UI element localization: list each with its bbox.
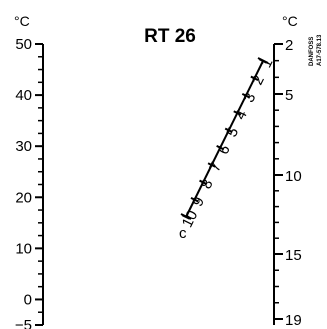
left-scale-tick-label: 40 bbox=[15, 87, 32, 104]
right-scale-tick-label: 2 bbox=[285, 37, 293, 54]
title: RT 26 bbox=[144, 26, 196, 47]
center-scale-axis bbox=[186, 61, 263, 217]
right-scale-tick-label: 15 bbox=[285, 247, 302, 264]
left-scale-tick-label: 20 bbox=[15, 189, 32, 206]
right-scale-tick-label: 19 bbox=[285, 312, 302, 329]
left-scale-tick-label: 30 bbox=[15, 138, 32, 155]
left-scale-tick-label: 50 bbox=[15, 36, 32, 53]
vendor-code: A17-578.13 bbox=[317, 34, 323, 66]
right-scale-major-ticks: 2 5 10 15 19 bbox=[274, 37, 302, 329]
left-scale-tick-label: −5 bbox=[15, 317, 32, 329]
left-scale-tick-label: 10 bbox=[15, 240, 32, 257]
right-scale: °C 2 5 10 15 19 bbox=[274, 13, 302, 329]
left-scale-unit: °C bbox=[14, 13, 30, 29]
left-scale-tick-label: 0 bbox=[24, 291, 32, 308]
right-scale-tick-label: 10 bbox=[285, 168, 302, 185]
right-scale-unit: °C bbox=[282, 13, 298, 29]
right-scale-tick-label: 5 bbox=[285, 87, 293, 104]
vendor-brand: DANFOSS bbox=[309, 37, 315, 66]
left-scale-major-ticks: 50 40 30 20 10 0 −5 bbox=[15, 36, 43, 329]
center-scale-letter: c bbox=[179, 225, 187, 242]
left-scale: °C 50 40 30 20 10 0 −5 bbox=[14, 13, 43, 329]
